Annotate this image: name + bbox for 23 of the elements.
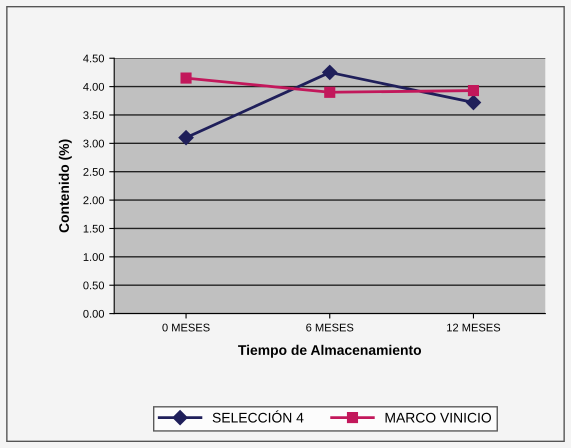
x-tick-label: 0 MESES xyxy=(162,324,210,332)
y-tick-label: 3.00 xyxy=(83,140,104,148)
legend-label: SELECCIÓN 4 xyxy=(212,410,304,423)
point xyxy=(178,130,194,146)
x-tick-label: 6 MESES xyxy=(306,324,354,332)
y-tick-label: 1.00 xyxy=(84,253,104,261)
point xyxy=(180,72,192,84)
y-tick-label: 0.00 xyxy=(83,310,104,318)
y-tick-label: 4.50 xyxy=(83,54,104,62)
point xyxy=(466,94,482,110)
y-tick-label: 3.50 xyxy=(83,111,104,120)
x-tick-label: 12 MESES xyxy=(447,324,500,332)
point xyxy=(468,85,480,96)
legend-label: MARCO VINICIO xyxy=(386,412,492,423)
point xyxy=(324,86,336,98)
y-tick-label: 2.00 xyxy=(83,196,104,204)
point xyxy=(322,64,338,80)
y-tick-label: 1.50 xyxy=(84,224,104,233)
y-tick-label: 4.00 xyxy=(83,82,104,91)
y-tick-label: 0.50 xyxy=(83,281,104,290)
x-axis-title: Tiempo de Almacenamiento xyxy=(238,344,422,358)
y-axis-title: Contenido (%) xyxy=(58,140,72,232)
y-tick-label: 2.50 xyxy=(83,168,104,176)
